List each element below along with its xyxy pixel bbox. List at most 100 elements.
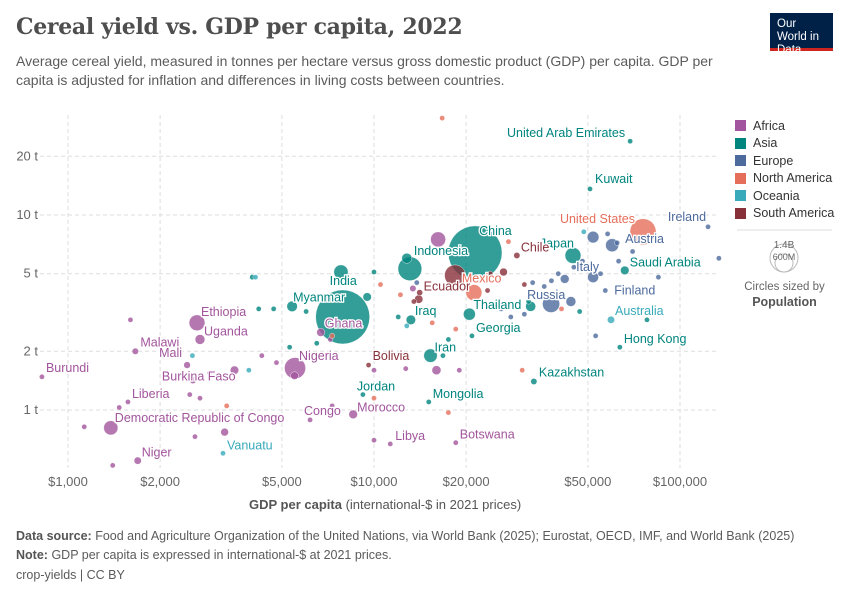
data-point[interactable]	[445, 409, 452, 416]
data-point[interactable]	[329, 403, 335, 409]
data-point[interactable]	[395, 314, 402, 320]
data-point[interactable]	[456, 367, 463, 373]
data-point[interactable]	[109, 462, 116, 469]
data-point[interactable]	[581, 229, 587, 235]
data-point[interactable]	[409, 285, 417, 292]
data-point-ecuador[interactable]	[416, 289, 423, 296]
data-point[interactable]	[186, 391, 193, 398]
footer-license[interactable]: crop-yields | CC BY	[16, 568, 125, 582]
data-point[interactable]	[371, 367, 377, 373]
data-point-mexico[interactable]	[465, 284, 483, 301]
data-point[interactable]	[259, 352, 265, 359]
data-point[interactable]	[223, 403, 230, 409]
data-point-democratic-republic-of-congo[interactable]	[103, 420, 119, 436]
data-point-italy[interactable]	[587, 271, 599, 283]
data-point-iran[interactable]	[423, 348, 438, 363]
data-point-united-states[interactable]	[629, 218, 657, 246]
data-point-jordan[interactable]	[360, 391, 366, 398]
data-point[interactable]	[519, 367, 525, 373]
data-point[interactable]	[430, 231, 446, 248]
data-point[interactable]	[529, 279, 536, 286]
data-point[interactable]	[565, 296, 577, 307]
data-point[interactable]	[116, 404, 122, 411]
data-point[interactable]	[571, 264, 577, 270]
data-point[interactable]	[371, 269, 377, 275]
data-point-chile[interactable]	[513, 252, 521, 259]
data-point-hong-kong[interactable]	[617, 344, 623, 350]
data-point[interactable]	[255, 306, 262, 312]
owid-logo[interactable]: Our World in Data	[770, 13, 833, 56]
data-point[interactable]	[189, 352, 196, 359]
data-point-niger[interactable]	[133, 456, 142, 465]
data-point-china[interactable]	[448, 225, 503, 280]
data-point[interactable]	[127, 317, 134, 323]
data-point[interactable]	[220, 428, 229, 437]
data-point[interactable]	[246, 367, 252, 373]
data-point-austria[interactable]	[614, 240, 620, 246]
data-point[interactable]	[270, 306, 277, 312]
data-point[interactable]	[333, 264, 349, 280]
data-point[interactable]	[440, 352, 446, 359]
data-point-japan[interactable]	[564, 247, 582, 264]
legend-item-europe[interactable]: Europe	[735, 152, 834, 170]
data-point-congo[interactable]	[307, 417, 313, 423]
legend-item-oceania[interactable]: Oceania	[735, 187, 834, 205]
data-point[interactable]	[644, 317, 650, 323]
data-point[interactable]	[397, 291, 404, 298]
data-point[interactable]	[404, 323, 410, 329]
data-point[interactable]	[615, 258, 622, 264]
data-point[interactable]	[505, 238, 512, 245]
data-point[interactable]	[414, 279, 420, 286]
data-point[interactable]	[452, 326, 459, 332]
data-point-georgia[interactable]	[469, 333, 475, 339]
data-point-saudi-arabia[interactable]	[620, 265, 630, 275]
data-point[interactable]	[579, 258, 586, 264]
data-point-thailand[interactable]	[463, 307, 476, 321]
data-point[interactable]	[560, 274, 570, 284]
data-point-liberia[interactable]	[125, 399, 131, 405]
data-point-australia[interactable]	[607, 315, 615, 324]
data-point-mali[interactable]	[183, 361, 191, 369]
data-point-kazakhstan[interactable]	[530, 378, 538, 385]
data-point[interactable]	[445, 336, 452, 343]
data-point-india[interactable]	[315, 289, 370, 345]
legend-item-south-america[interactable]: South America	[735, 205, 834, 223]
data-point-iraq[interactable]	[405, 314, 416, 325]
data-point-ghana[interactable]	[316, 328, 326, 337]
data-point[interactable]	[604, 231, 611, 237]
data-point-botswana[interactable]	[452, 439, 459, 446]
data-point[interactable]	[548, 277, 555, 284]
data-point[interactable]	[521, 281, 528, 288]
data-point[interactable]	[525, 298, 532, 305]
data-point[interactable]	[484, 287, 491, 294]
data-point[interactable]	[197, 395, 203, 401]
data-point[interactable]	[411, 298, 417, 305]
data-point[interactable]	[508, 314, 514, 320]
data-point-russia[interactable]	[542, 295, 560, 313]
data-point[interactable]	[444, 264, 466, 287]
data-point[interactable]	[555, 270, 562, 277]
data-point-ireland[interactable]	[705, 223, 711, 230]
data-point-morocco[interactable]	[348, 409, 358, 419]
data-point[interactable]	[303, 308, 309, 315]
data-point[interactable]	[597, 270, 604, 277]
data-point[interactable]	[655, 274, 662, 280]
data-point[interactable]	[402, 365, 409, 372]
data-point[interactable]	[313, 340, 320, 347]
data-point[interactable]	[371, 395, 377, 401]
data-point[interactable]	[401, 252, 413, 264]
data-point[interactable]	[499, 267, 508, 277]
data-point-finland[interactable]	[602, 287, 609, 294]
data-point[interactable]	[252, 274, 259, 280]
data-point[interactable]	[273, 359, 280, 366]
data-point[interactable]	[221, 375, 228, 382]
data-point-uganda[interactable]	[194, 334, 206, 345]
data-point[interactable]	[429, 320, 436, 326]
data-point-ethiopia[interactable]	[188, 314, 206, 331]
data-point-mongolia[interactable]	[425, 399, 432, 405]
data-point-kuwait[interactable]	[587, 186, 593, 192]
data-point[interactable]	[576, 308, 583, 315]
data-point[interactable]	[558, 306, 565, 312]
data-point[interactable]	[362, 292, 372, 302]
data-point[interactable]	[521, 311, 528, 317]
